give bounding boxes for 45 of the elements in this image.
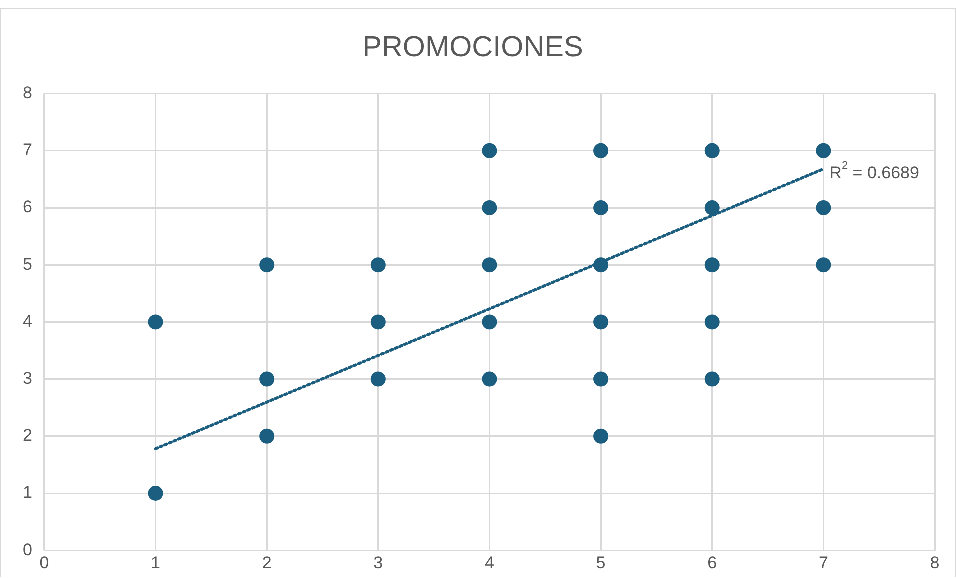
y-tick-label: 1 — [22, 483, 32, 502]
y-tick-label: 0 — [22, 540, 32, 560]
point — [594, 428, 609, 444]
y-tick-label: 4 — [22, 312, 32, 331]
point — [704, 143, 720, 158]
y-tick-label: 2 — [22, 426, 32, 446]
point — [816, 258, 832, 273]
point — [594, 200, 609, 216]
point — [260, 372, 275, 387]
point — [370, 314, 386, 330]
point — [148, 314, 164, 330]
x-tick-label: 4 — [484, 553, 494, 572]
point — [704, 314, 720, 330]
y-tick-label: 6 — [22, 198, 32, 217]
point — [260, 258, 275, 273]
y-tick-label: 5 — [22, 254, 32, 274]
x-tick-label: 5 — [596, 553, 606, 572]
point — [482, 372, 498, 387]
point — [482, 314, 498, 330]
point — [704, 258, 720, 273]
point — [594, 314, 609, 330]
x-tick-label: 7 — [818, 553, 828, 572]
x-tick-label: 2 — [262, 553, 272, 572]
y-tick-label: 8 — [22, 83, 32, 102]
point — [594, 372, 609, 387]
point — [260, 428, 275, 444]
x-tick-label: 8 — [930, 553, 940, 572]
point — [482, 200, 498, 216]
point — [594, 143, 609, 158]
point — [704, 200, 720, 216]
x-tick-label: 1 — [151, 553, 161, 572]
x-tick-label: 6 — [708, 553, 718, 572]
point — [148, 486, 164, 501]
point — [482, 258, 498, 273]
point — [816, 200, 832, 216]
chart-title: PROMOCIONES — [362, 31, 584, 64]
point — [370, 258, 386, 273]
y-tick-label: 3 — [22, 368, 32, 388]
y-tick-label: 7 — [22, 140, 32, 160]
x-tick-label: 0 — [40, 553, 50, 572]
point — [704, 372, 720, 387]
point — [816, 143, 832, 158]
point — [482, 143, 498, 158]
point — [370, 372, 386, 387]
x-tick-label: 3 — [374, 553, 384, 572]
